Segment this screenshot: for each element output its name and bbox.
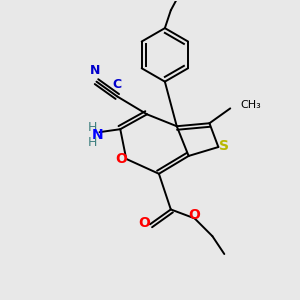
Text: H: H (87, 121, 97, 134)
Text: O: O (138, 216, 150, 230)
Text: N: N (90, 64, 100, 77)
Text: O: O (189, 208, 200, 222)
Text: CH₃: CH₃ (241, 100, 261, 110)
Text: S: S (219, 139, 229, 152)
Text: C: C (113, 78, 122, 91)
Text: H: H (87, 136, 97, 149)
Text: N: N (92, 128, 104, 142)
Text: O: O (115, 152, 127, 166)
